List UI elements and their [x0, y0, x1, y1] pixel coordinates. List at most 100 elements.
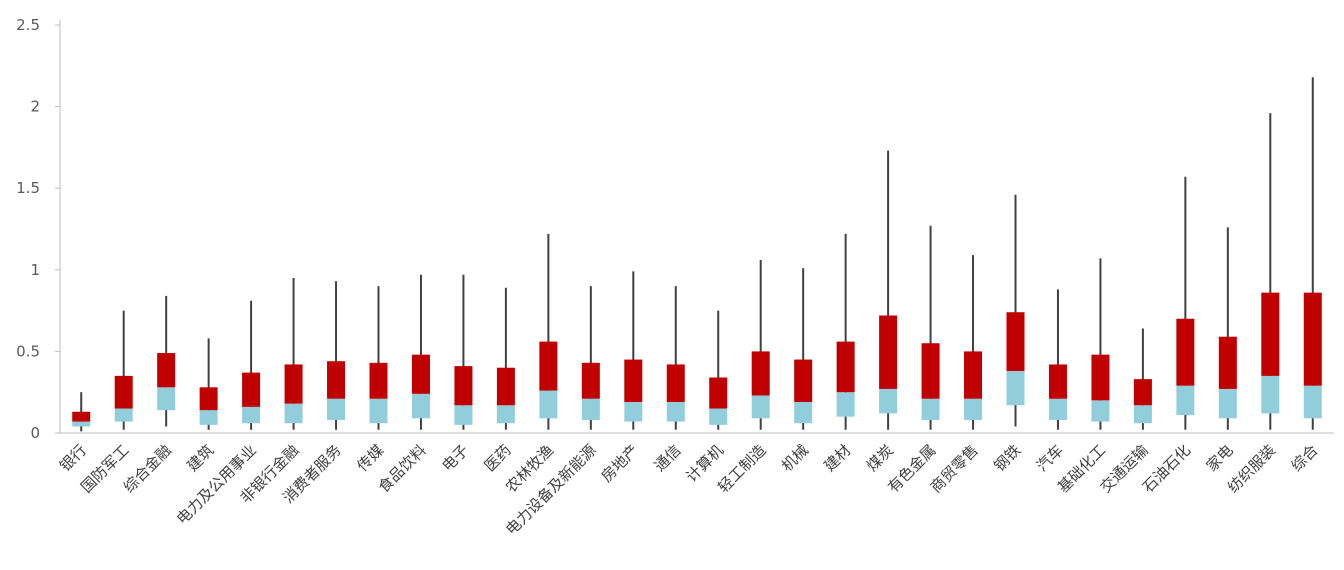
- upper-box: [284, 364, 303, 404]
- upper-box: [1176, 318, 1195, 386]
- x-tick-label: 综合金融: [120, 441, 175, 496]
- x-tick-label: 传媒: [353, 441, 387, 475]
- box-28: [1218, 227, 1237, 430]
- box-6: [284, 277, 303, 430]
- upper-box: [836, 341, 855, 393]
- y-tick-label: 2: [30, 98, 40, 116]
- box-22: [964, 255, 983, 430]
- upper-box: [1261, 292, 1280, 376]
- x-tick-label: 轻工制造: [714, 441, 769, 496]
- lower-box: [964, 398, 983, 420]
- box-18: [794, 268, 813, 430]
- upper-box: [794, 359, 813, 402]
- upper-box: [1048, 364, 1067, 399]
- x-tick-label: 电子: [438, 441, 472, 475]
- upper-box: [709, 377, 728, 409]
- upper-box: [199, 387, 218, 411]
- box-1: [72, 392, 91, 432]
- upper-box: [1091, 354, 1110, 401]
- lower-box: [157, 387, 176, 411]
- box-27: [1176, 176, 1195, 430]
- y-tick-label: 2.5: [16, 16, 40, 34]
- upper-box: [581, 362, 600, 399]
- x-tick-label: 通信: [651, 441, 685, 475]
- box-25: [1091, 258, 1110, 430]
- upper-box: [964, 351, 983, 399]
- box-13: [581, 286, 600, 430]
- x-tick-label: 家电: [1203, 441, 1237, 475]
- y-tick-label: 0: [30, 424, 40, 442]
- lower-box: [581, 398, 600, 420]
- box-24: [1048, 289, 1067, 430]
- lower-box: [666, 401, 685, 422]
- x-tick-label: 汽车: [1033, 441, 1067, 475]
- upper-box: [454, 366, 473, 406]
- x-tick-label: 房地产: [598, 441, 643, 486]
- x-tick-label: 煤炭: [863, 441, 897, 475]
- box-14: [624, 271, 643, 430]
- y-tick-label: 1: [30, 261, 40, 279]
- box-16: [709, 310, 728, 430]
- box-11: [496, 287, 515, 430]
- x-tick-label: 商贸零售: [927, 441, 982, 496]
- lower-box: [1091, 400, 1110, 422]
- lower-box: [1048, 398, 1067, 420]
- x-tick-label: 食品饮料: [375, 441, 430, 496]
- upper-box: [496, 367, 515, 406]
- upper-box: [1218, 336, 1237, 389]
- upper-box: [72, 411, 91, 422]
- lower-box: [369, 398, 388, 424]
- upper-box: [1303, 292, 1322, 386]
- box-4: [199, 338, 218, 430]
- x-tick-label: 银行: [56, 441, 90, 475]
- lower-box: [72, 421, 91, 427]
- box-10: [454, 274, 473, 430]
- upper-box: [751, 351, 770, 396]
- upper-box: [411, 354, 430, 394]
- upper-box: [624, 359, 643, 402]
- x-tick-label: 建筑: [184, 441, 218, 475]
- lower-box: [1133, 405, 1152, 424]
- box-2: [114, 310, 133, 430]
- upper-box: [921, 343, 940, 399]
- lower-box: [879, 388, 898, 414]
- lower-box: [1261, 375, 1280, 414]
- box-7: [327, 281, 346, 430]
- box-series: [72, 77, 1322, 432]
- upper-box: [114, 375, 133, 409]
- lower-box: [921, 398, 940, 420]
- x-tick-label: 建材: [821, 441, 855, 475]
- x-tick-label: 综合: [1288, 441, 1322, 475]
- y-axis: 0 0.5 1 1.5 2 2.5: [16, 16, 61, 442]
- upper-box: [157, 353, 176, 388]
- lower-box: [114, 408, 133, 422]
- box-29: [1261, 113, 1280, 430]
- x-tick-label: 机械: [778, 441, 812, 475]
- lower-box: [496, 405, 515, 424]
- lower-box: [454, 405, 473, 425]
- box-23: [1006, 194, 1025, 427]
- box-12: [539, 233, 558, 430]
- box-3: [157, 295, 176, 427]
- box-15: [666, 286, 685, 430]
- upper-box: [327, 361, 346, 399]
- x-tick-label: 钢铁: [990, 441, 1024, 475]
- lower-box: [284, 403, 303, 424]
- lower-box: [794, 401, 813, 424]
- lower-box: [1303, 385, 1322, 419]
- lower-box: [751, 395, 770, 419]
- upper-box: [1133, 379, 1152, 406]
- lower-box: [1176, 385, 1195, 416]
- y-tick-label: 0.5: [16, 342, 40, 360]
- upper-box: [1006, 312, 1025, 371]
- lower-box: [836, 392, 855, 417]
- lower-box: [242, 406, 261, 424]
- lower-box: [539, 390, 558, 419]
- box-9: [411, 274, 430, 430]
- lower-box: [199, 410, 218, 425]
- x-tick-label: 医药: [481, 441, 515, 475]
- upper-box: [879, 315, 898, 389]
- box-20: [879, 150, 898, 430]
